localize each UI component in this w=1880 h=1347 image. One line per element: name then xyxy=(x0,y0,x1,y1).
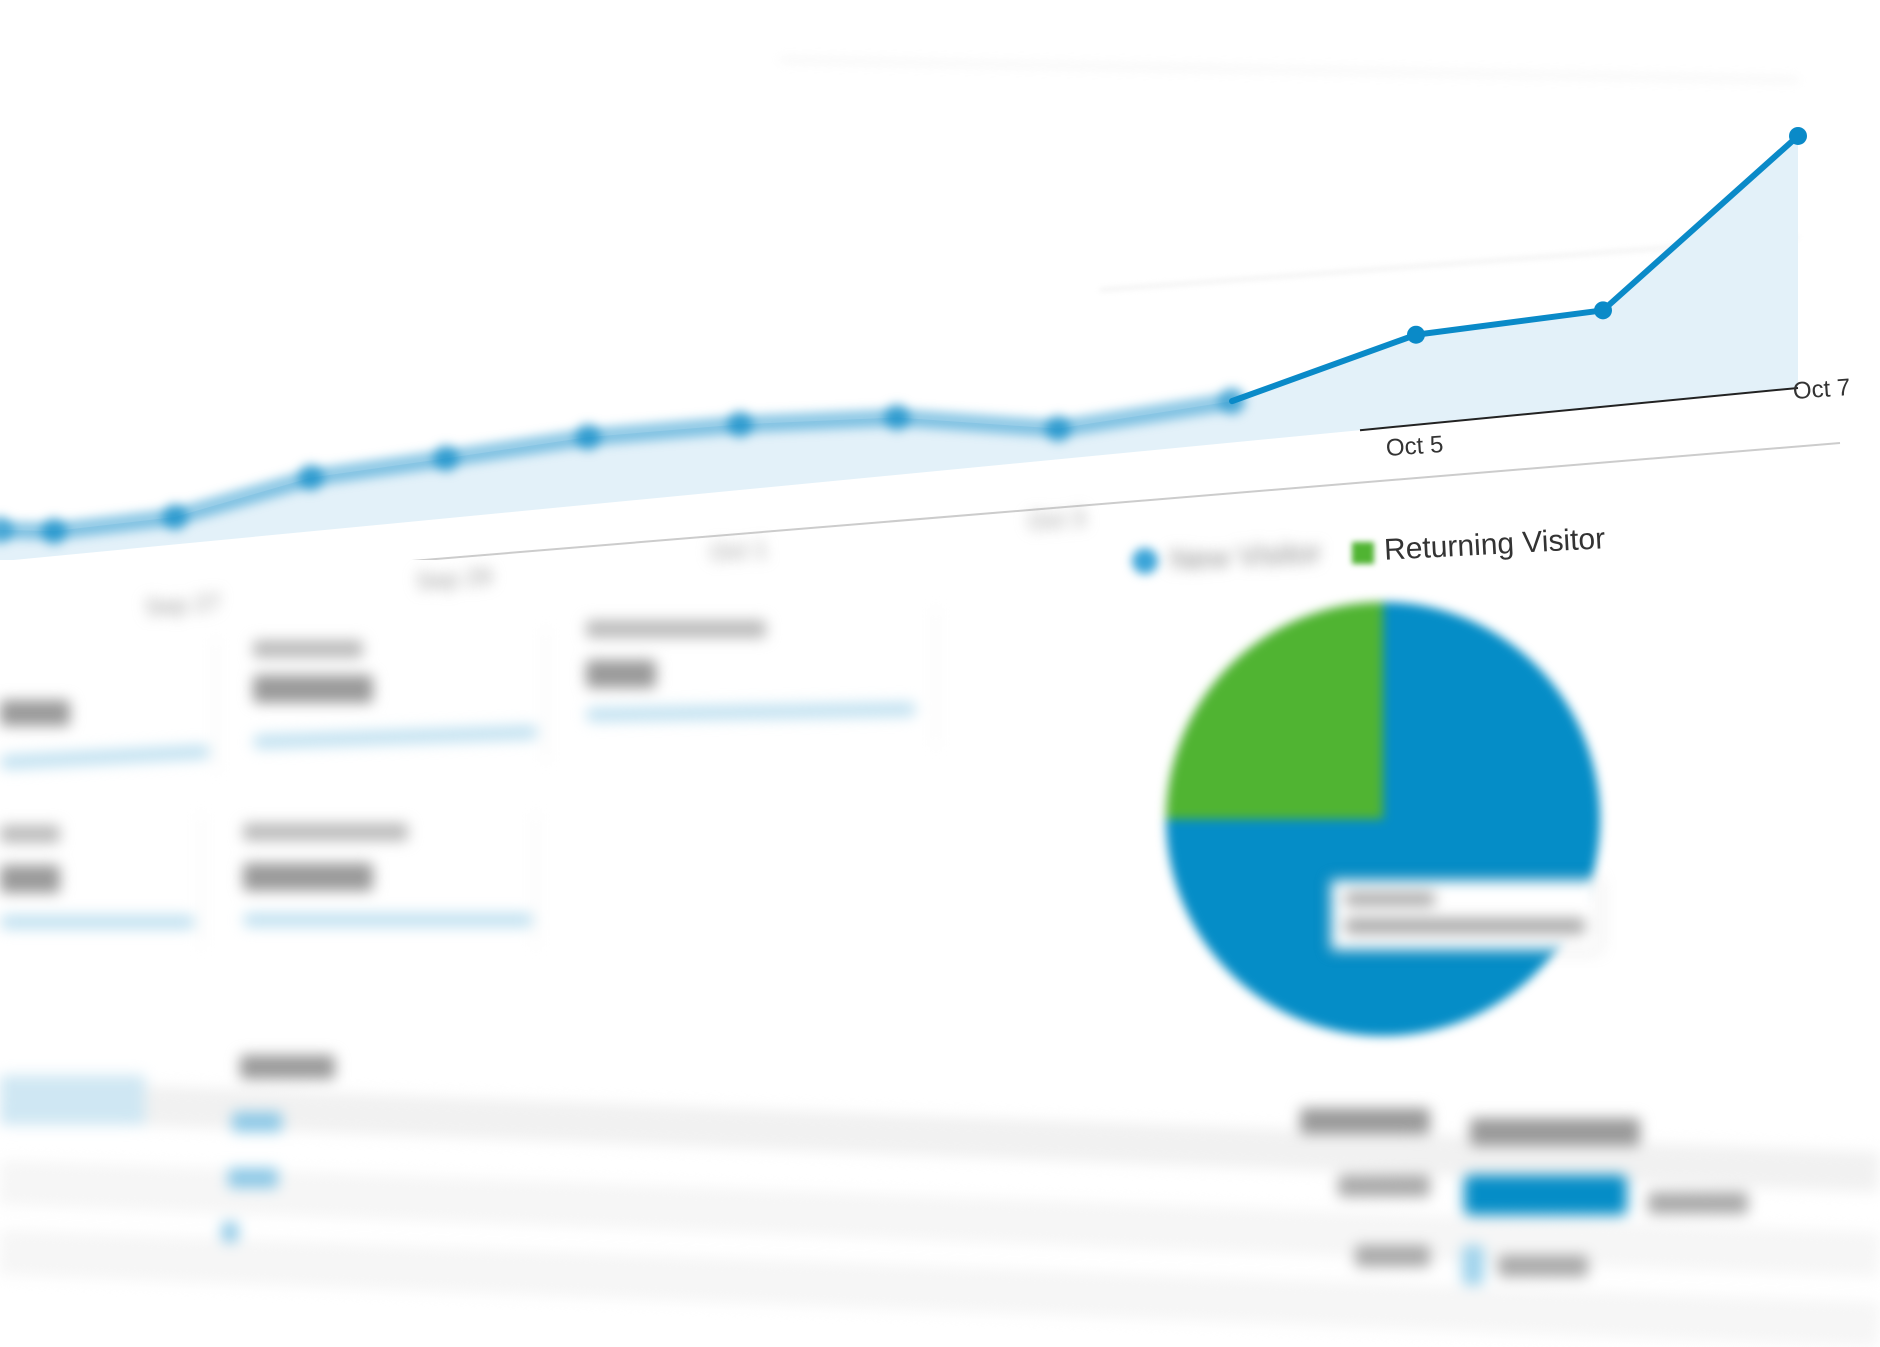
pie-slice-returning-visitor[interactable] xyxy=(1166,602,1383,819)
scorecard[interactable] xyxy=(0,640,217,770)
data-point[interactable] xyxy=(1594,301,1612,320)
metric-value xyxy=(0,865,60,893)
cell-percent xyxy=(1498,1255,1588,1277)
row-link[interactable] xyxy=(232,1112,282,1132)
filter-input[interactable] xyxy=(0,1075,145,1125)
scorecard[interactable] xyxy=(245,630,547,760)
x-axis-baseline xyxy=(1359,386,1799,432)
sessions-line-chart xyxy=(0,59,1841,560)
sessions-share-bar xyxy=(1464,1175,1627,1215)
line-segment xyxy=(579,415,749,447)
column-header xyxy=(240,1055,335,1079)
pie-tooltip xyxy=(1331,880,1599,950)
gridline xyxy=(779,59,1799,81)
line-segment xyxy=(888,408,1067,438)
column-header-sessions-percent xyxy=(1470,1118,1640,1146)
row-link[interactable] xyxy=(228,1168,278,1188)
data-point[interactable] xyxy=(883,403,911,432)
line-segment xyxy=(1413,307,1606,338)
data-point[interactable] xyxy=(1789,126,1807,145)
sparkline xyxy=(0,915,195,929)
data-point[interactable] xyxy=(297,463,325,492)
data-point[interactable] xyxy=(0,515,14,544)
data-point[interactable] xyxy=(1407,325,1425,344)
sessions-share-bar xyxy=(1462,1245,1484,1285)
metric-value xyxy=(253,675,373,703)
scorecard[interactable] xyxy=(580,610,937,745)
line-segment xyxy=(1049,392,1241,438)
metric-value xyxy=(586,660,656,688)
data-point[interactable] xyxy=(1044,414,1072,443)
row-link[interactable] xyxy=(222,1222,238,1242)
data-point[interactable] xyxy=(40,517,68,546)
axis-line xyxy=(411,442,1841,560)
legend-swatch-new-visitor xyxy=(1132,548,1158,574)
scorecard[interactable] xyxy=(235,815,537,945)
cell-percent xyxy=(1648,1192,1748,1214)
cell-value xyxy=(1338,1175,1430,1197)
metric-label xyxy=(243,823,408,841)
data-point[interactable] xyxy=(726,410,754,439)
tooltip-label xyxy=(1345,892,1435,906)
line-segment xyxy=(731,408,906,434)
column-header-sessions xyxy=(1300,1108,1430,1134)
tooltip-value xyxy=(1345,918,1585,934)
sparkline xyxy=(243,913,533,927)
line-segment xyxy=(437,428,597,468)
metric-label xyxy=(253,640,363,658)
data-point[interactable] xyxy=(161,503,189,532)
line-segment xyxy=(166,468,320,527)
line-segment xyxy=(302,449,455,487)
line-segment xyxy=(1600,132,1801,314)
scorecard[interactable] xyxy=(0,815,202,945)
metric-value xyxy=(243,863,373,891)
data-point[interactable] xyxy=(432,444,460,473)
line-segment xyxy=(1229,331,1419,405)
line-segment xyxy=(45,508,184,541)
metric-value xyxy=(0,700,70,726)
metric-label xyxy=(0,825,60,843)
legend-swatch-returning-visitor xyxy=(1352,542,1374,564)
cell-value xyxy=(1355,1245,1430,1267)
data-point[interactable] xyxy=(574,423,602,452)
metric-label xyxy=(586,620,766,638)
